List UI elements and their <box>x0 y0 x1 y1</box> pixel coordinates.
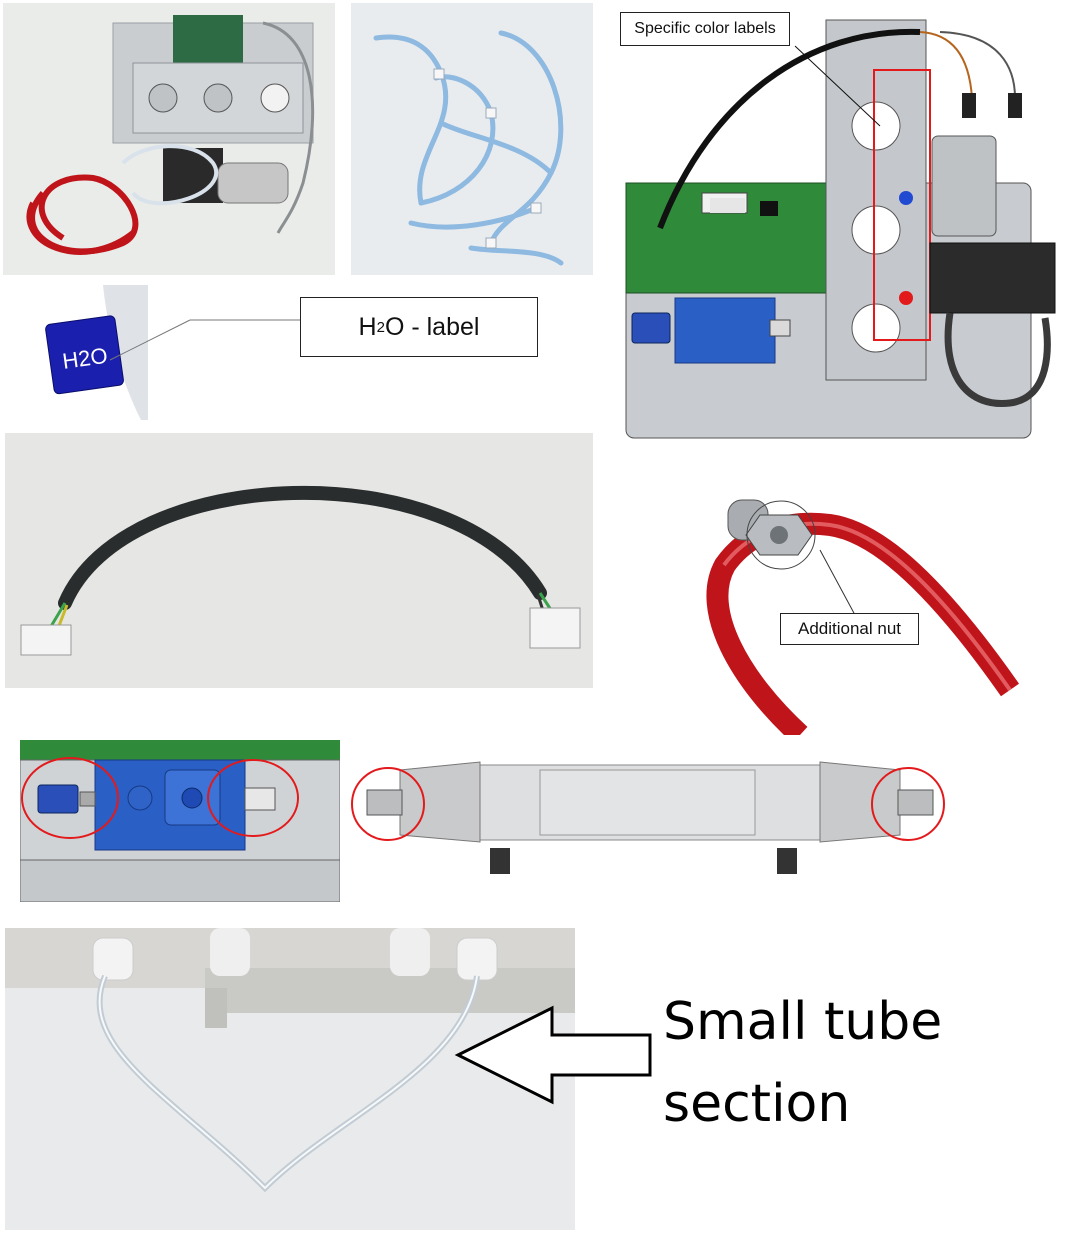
small-tube-label-line2: section <box>663 1074 851 1134</box>
filter-cylinder-illustration <box>345 740 950 902</box>
specific-color-labels-text: Specific color labels <box>634 20 776 37</box>
photo-pump-module <box>3 3 335 275</box>
small-tube-illustration <box>5 928 575 1230</box>
connector-block-illustration <box>20 740 340 902</box>
h2o-label-subscript: 2 <box>376 318 385 336</box>
drawing-pump-bracket <box>610 8 1060 443</box>
h2o-leader-line <box>109 319 300 361</box>
h2o-label-suffix: O - label <box>384 312 480 341</box>
h2o-label-prefix: H <box>358 312 377 341</box>
small-tube-label-line1: Small tube <box>663 992 943 1052</box>
pump-bracket-illustration <box>610 8 1060 443</box>
specific-color-labels-callout: Specific color labels <box>620 12 790 46</box>
pump-module-illustration <box>3 3 335 275</box>
drawing-red-tube-nut <box>680 490 1020 735</box>
drawing-filter-cylinder <box>345 740 950 902</box>
additional-nut-callout: Additional nut <box>780 613 919 645</box>
arrow-outline-icon <box>454 1005 652 1105</box>
blue-tubes-illustration <box>351 3 593 275</box>
photo-blue-tubes <box>351 3 593 275</box>
photo-black-cable <box>5 433 593 688</box>
drawing-connector-block <box>20 740 340 902</box>
photo-small-tube <box>5 928 575 1230</box>
black-cable-illustration <box>5 433 593 688</box>
h2o-badge-text: H2O <box>61 343 109 374</box>
additional-nut-text: Additional nut <box>797 619 902 638</box>
red-tube-nut-illustration <box>680 490 1020 735</box>
